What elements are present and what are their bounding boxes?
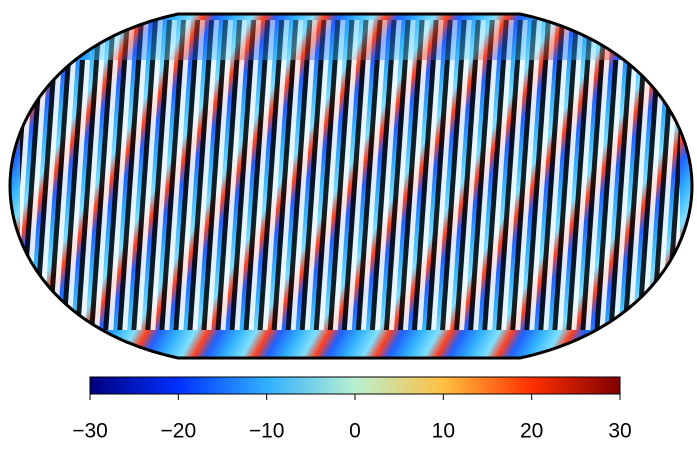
map-outline xyxy=(8,12,694,360)
tick-label: 0 xyxy=(349,420,361,443)
tick-label: −10 xyxy=(249,420,285,443)
tick-label: 20 xyxy=(520,420,543,443)
tick-label: 10 xyxy=(432,420,455,443)
map xyxy=(10,14,692,358)
tick-label: −30 xyxy=(72,420,108,443)
map-stripes xyxy=(20,60,680,330)
map-stripes xyxy=(90,20,610,60)
tick-label: −20 xyxy=(161,420,197,443)
colorbar xyxy=(89,376,621,395)
tick-label: 30 xyxy=(608,420,631,443)
